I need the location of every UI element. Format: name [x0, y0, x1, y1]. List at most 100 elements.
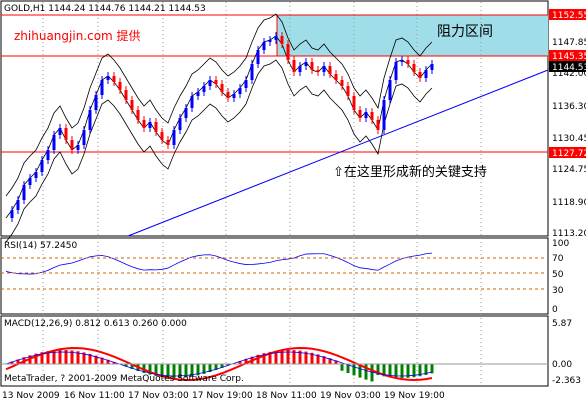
candle-body: [250, 64, 254, 80]
price-tick: 1118.90: [552, 198, 586, 208]
macd-histogram-bar: [286, 350, 290, 364]
macd-signal-line: [5, 347, 433, 382]
macd-histogram-bar: [400, 364, 404, 378]
macd-histogram-bar: [388, 364, 392, 378]
macd-histogram-bar: [88, 353, 92, 364]
time-label: 16 Nov 11:00: [64, 391, 125, 401]
candle-body: [256, 50, 260, 64]
candle-body: [190, 96, 194, 108]
candle-body: [112, 76, 116, 82]
candle-body: [58, 128, 62, 135]
candle-body: [304, 62, 308, 66]
watermark-text: zhihuangjin.com 提供: [14, 28, 141, 43]
macd-histogram-bar: [406, 364, 410, 378]
candle-body: [88, 110, 92, 130]
macd-histogram-bar: [298, 350, 302, 364]
candle-body: [46, 150, 50, 160]
candle-body: [34, 172, 38, 178]
candle-body: [226, 92, 230, 98]
macd-histogram-bar: [280, 350, 284, 364]
macd-histogram-bar: [154, 364, 158, 376]
macd-histogram-bar: [304, 351, 308, 364]
candle-body: [430, 64, 434, 70]
macd-histogram-bar: [418, 364, 422, 377]
price-tick: 1130.45: [552, 134, 586, 144]
candle-body: [388, 80, 392, 100]
time-axis: 13 Nov 2009 16 Nov 11:00 17 Nov 03:00 17…: [2, 391, 445, 401]
macd-histogram-bar: [334, 360, 338, 364]
price-tag: 1145.35: [549, 50, 586, 62]
rsi-tick: 0: [552, 305, 558, 315]
candle-body: [142, 120, 146, 128]
rsi-tick: 30: [552, 286, 564, 296]
candle-body: [196, 92, 200, 96]
candle-body: [346, 86, 350, 96]
candle-body: [310, 62, 314, 70]
candle-body: [154, 122, 158, 132]
candle-body: [322, 66, 326, 72]
time-label: 13 Nov 2009: [2, 391, 60, 401]
rsi-title: RSI(14) 57.2450: [4, 241, 77, 251]
candle-body: [364, 112, 368, 118]
macd-histogram-bar: [292, 350, 296, 364]
candle-body: [70, 140, 74, 150]
lower-band: [5, 59, 433, 243]
macd-group: [5, 347, 434, 382]
macd-tick: -2.363: [552, 376, 581, 386]
macd-histogram-bar: [316, 354, 320, 364]
macd-histogram-bar: [52, 350, 56, 364]
rsi-tick: 100: [552, 239, 569, 249]
macd-histogram-bar: [142, 364, 146, 373]
macd-histogram-bar: [166, 364, 170, 378]
macd-histogram-bar: [340, 364, 344, 371]
candle-body: [130, 100, 134, 110]
macd-histogram-bar: [70, 350, 74, 364]
candle-body: [334, 74, 338, 80]
macd-histogram-bar: [364, 364, 368, 380]
macd-histogram-bar: [214, 364, 218, 371]
candle-body: [166, 140, 170, 145]
candle-body: [178, 118, 182, 130]
macd-histogram-bar: [172, 364, 176, 378]
candle-body: [292, 60, 296, 72]
price-axis: 1147.85 1142.00 1136.30 1130.45 1124.75 …: [552, 38, 586, 239]
candle-body: [220, 84, 224, 92]
rsi-line-group: [5, 252, 433, 275]
candle-body: [28, 178, 32, 185]
macd-histogram-bar: [184, 364, 188, 378]
candle-body: [124, 90, 128, 100]
macd-histogram-bar: [328, 358, 332, 364]
macd-histogram-bar: [256, 354, 260, 364]
candle-body: [376, 120, 380, 130]
candle-body: [160, 132, 164, 140]
macd-histogram-bar: [112, 362, 116, 364]
price-tag: 1152.55: [549, 9, 586, 21]
time-label: 17 Nov 19:00: [192, 391, 253, 401]
price-tag-label: 1144.53: [552, 63, 586, 73]
macd-histogram-bar: [190, 364, 194, 377]
candle-body: [400, 60, 404, 62]
candle-body: [136, 110, 140, 120]
candle-body: [412, 64, 416, 72]
candle-body: [358, 110, 362, 118]
price-tag-current: 1144.53: [549, 61, 586, 73]
upper-band: [5, 13, 433, 197]
candle-body: [52, 135, 56, 150]
candle-body: [76, 145, 80, 150]
rsi-panel: [0, 237, 549, 315]
uptrend-line: [127, 69, 549, 237]
macd-histogram-bar: [274, 350, 278, 364]
symbol-info: GOLD,H1 1144.24 1144.76 1144.21 1144.53: [4, 4, 206, 14]
macd-histogram-bar: [208, 364, 212, 373]
macd-histogram-bar: [76, 351, 80, 364]
candle-body: [370, 112, 374, 120]
macd-histogram-bar: [352, 364, 356, 376]
candle-body: [316, 70, 320, 72]
macd-histogram-bar: [244, 358, 248, 364]
time-label: 19 Nov 19:00: [384, 391, 445, 401]
candle-body: [352, 96, 356, 110]
rsi-line: [5, 252, 433, 275]
candle-body: [148, 122, 152, 128]
rsi-tick: 70: [552, 254, 564, 264]
